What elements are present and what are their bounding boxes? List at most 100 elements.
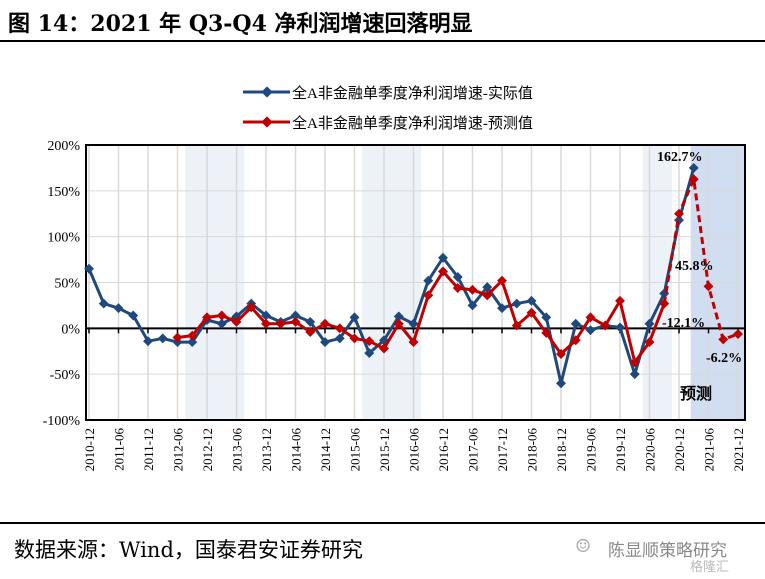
data-point: [718, 334, 729, 345]
forecast-label: 预测: [680, 384, 712, 403]
data-point: [379, 343, 389, 354]
data-point: [349, 312, 360, 323]
y-tick-label: 50%: [54, 277, 80, 292]
y-tick-label: 150%: [47, 185, 80, 200]
data-point: [216, 318, 227, 329]
data-point: [526, 295, 537, 306]
data-point: [231, 316, 242, 327]
data-point: [511, 320, 522, 331]
line-chart: -100% -50% 0% 50% 100% 150% 200% 2010-12 2011-06…: [43, 84, 746, 472]
data-label: 162.7%: [657, 150, 703, 165]
data-point: [305, 316, 316, 327]
data-point: [644, 337, 655, 348]
y-tick-label: 200%: [47, 139, 80, 154]
data-point: [261, 318, 271, 329]
data-point: [157, 333, 168, 344]
x-tick-label: 2019-06: [584, 428, 599, 472]
x-tick-label: 2013-12: [259, 428, 274, 471]
data-label: -6.2%: [706, 351, 742, 366]
data-point: [585, 325, 596, 336]
data-point: [541, 327, 552, 338]
data-point: [452, 283, 463, 293]
data-point: [275, 318, 286, 329]
data-point: [497, 303, 507, 314]
data-point: [423, 275, 434, 286]
data-point: [143, 336, 153, 347]
x-tick-label: 2015-06: [348, 428, 363, 472]
data-point: [320, 337, 330, 348]
data-point: [349, 333, 360, 344]
data-point: [629, 369, 640, 380]
data-point: [216, 310, 227, 321]
data-point: [128, 310, 139, 321]
data-point: [423, 290, 434, 301]
data-point: [202, 312, 212, 323]
data-point: [615, 295, 625, 306]
data-point: [570, 318, 581, 329]
x-tick-label: 2018-06: [525, 428, 540, 472]
data-point: [659, 298, 670, 309]
data-point: [320, 318, 330, 329]
data-point: [511, 298, 522, 309]
legend-label: 全A非金融单季度净利润增速-实际值: [292, 84, 533, 102]
watermark: 陈显顺策略研究: [608, 541, 727, 561]
data-point: [556, 349, 566, 359]
x-tick-label: 2014-06: [289, 428, 304, 472]
data-point: [688, 174, 699, 185]
data-point: [629, 357, 640, 368]
data-point: [688, 162, 699, 173]
x-tick-label: 2016-12: [436, 428, 451, 471]
data-point: [334, 323, 345, 334]
plot-frame: [85, 144, 746, 421]
data-point: [364, 336, 375, 347]
data-point: [438, 266, 448, 277]
data-point: [615, 322, 625, 333]
x-tick-label: 2015-12: [377, 428, 392, 471]
data-point: [290, 310, 301, 321]
title-rule: [0, 40, 765, 42]
data-point: [393, 311, 404, 322]
x-tick-label: 2012-12: [200, 428, 215, 471]
watermark-logo: 格隆汇: [690, 560, 730, 575]
x-tick-label: 2016-06: [407, 428, 422, 472]
x-tick-label: 2017-12: [495, 428, 510, 471]
data-point: [703, 281, 714, 292]
x-tick-label: 2017-06: [466, 428, 481, 472]
wechat-icon: ☺: [575, 536, 592, 557]
legend-label: 全A非金融单季度净利润增速-预测值: [292, 114, 533, 132]
data-point: [334, 333, 345, 344]
data-point: [364, 348, 375, 359]
data-point: [482, 282, 493, 293]
x-tick-label: 2021-06: [702, 428, 717, 472]
data-point: [408, 318, 419, 329]
data-point: [733, 329, 743, 339]
x-tick-label: 2011-12: [141, 428, 156, 471]
data-point: [187, 330, 198, 341]
series-line-forecast: [662, 173, 739, 342]
data-point: [482, 290, 493, 301]
source-note: 数据来源：Wind，国泰君安证券研究: [14, 538, 363, 562]
y-tick-label: 0%: [61, 322, 80, 337]
data-point: [497, 275, 507, 286]
data-point: [393, 318, 404, 329]
data-point: [570, 335, 581, 346]
data-label: 45.8%: [675, 259, 714, 274]
x-tick-label: 2021-12: [731, 428, 746, 471]
x-tick-label: 2014-12: [318, 428, 333, 471]
data-point: [674, 208, 684, 219]
data-point: [290, 316, 301, 327]
x-tick-label: 2020-06: [643, 428, 658, 472]
y-tick-label: -50%: [50, 368, 81, 383]
y-tick-label: 100%: [47, 231, 80, 246]
legend-marker: [261, 116, 273, 128]
data-point: [305, 327, 316, 337]
data-point: [452, 272, 463, 282]
x-tick-label: 2012-06: [171, 428, 186, 472]
data-point: [644, 318, 655, 329]
series-line: [177, 270, 666, 364]
data-point: [438, 252, 448, 263]
data-point: [600, 320, 611, 331]
x-tick-label: 2019-12: [613, 428, 628, 471]
data-point: [526, 307, 537, 318]
data-point: [408, 337, 419, 348]
